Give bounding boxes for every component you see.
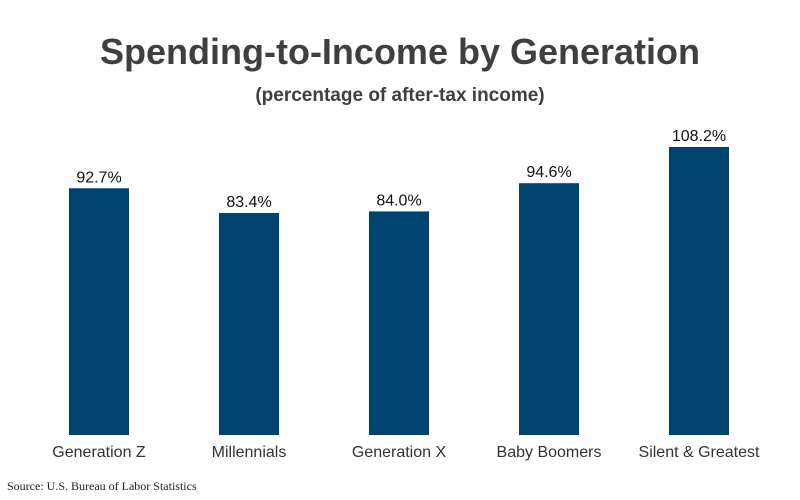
bar-generation-z (69, 188, 129, 435)
value-label: 94.6% (526, 164, 571, 181)
bar-baby-boomers (519, 183, 579, 435)
chart-subtitle: (percentage of after-tax income) (255, 85, 545, 106)
bar-group (69, 147, 729, 435)
category-label: Generation X (352, 444, 447, 461)
value-label: 84.0% (376, 192, 421, 209)
category-label-group: Generation Z Millennials Generation X Baby … (52, 444, 760, 461)
bar-millennials (219, 213, 279, 435)
value-label-group: 92.7% 83.4% 84.0% 94.6% 108.2% (76, 128, 726, 211)
source-note: Source: U.S. Bureau of Labor Statistics (7, 479, 197, 493)
category-label: Silent & Greatest (639, 444, 761, 461)
bar-generation-x (369, 211, 429, 435)
category-label: Baby Boomers (497, 444, 602, 461)
value-label: 92.7% (76, 169, 121, 186)
value-label: 83.4% (226, 194, 271, 211)
bar-silent-greatest (669, 147, 729, 435)
category-label: Millennials (212, 444, 287, 461)
value-label: 108.2% (672, 128, 726, 145)
chart-title: Spending-to-Income by Generation (99, 31, 701, 72)
category-label: Generation Z (52, 444, 146, 461)
